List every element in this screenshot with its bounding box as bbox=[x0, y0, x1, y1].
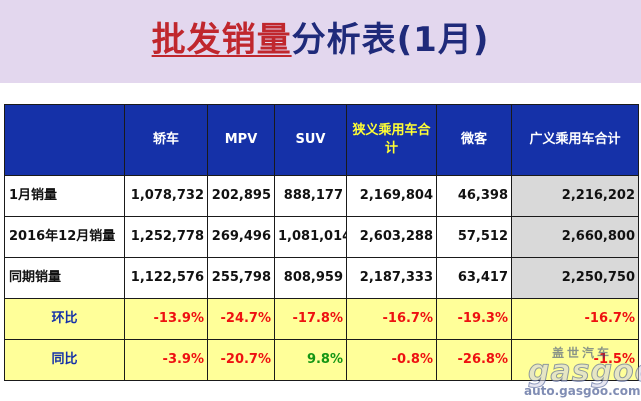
table-cell: -13.9% bbox=[124, 298, 208, 340]
table-row: 1月销量 1,078,732 202,895 888,177 2,169,804… bbox=[4, 175, 639, 217]
table-cell: 46,398 bbox=[436, 175, 512, 217]
table-cell: -16.7% bbox=[346, 298, 437, 340]
page-title-highlight: 批发销量 bbox=[151, 20, 292, 60]
table-cell: 1,081,014 bbox=[274, 216, 347, 258]
table-cell-total: 2,250,750 bbox=[511, 257, 639, 299]
table-cell: -3.9% bbox=[124, 339, 208, 381]
table-cell: 1,078,732 bbox=[124, 175, 208, 217]
table-cell: 202,895 bbox=[207, 175, 275, 217]
table-cell: -26.8% bbox=[436, 339, 512, 381]
table-cell-total: 2,660,800 bbox=[511, 216, 639, 258]
row-label: 同期销量 bbox=[4, 257, 125, 299]
header-cell-broad-total: 广义乘用车合计 bbox=[511, 104, 639, 176]
table-cell: 255,798 bbox=[207, 257, 275, 299]
table-cell: 57,512 bbox=[436, 216, 512, 258]
table-cell: -1.5% bbox=[511, 339, 639, 381]
row-label: 2016年12月销量 bbox=[4, 216, 125, 258]
table-cell: 63,417 bbox=[436, 257, 512, 299]
table-cell: 1,252,778 bbox=[124, 216, 208, 258]
row-label: 环比 bbox=[4, 298, 125, 340]
table-cell: -17.8% bbox=[274, 298, 347, 340]
table-row-mom: 环比 -13.9% -24.7% -17.8% -16.7% -19.3% -1… bbox=[4, 298, 639, 340]
table-row-yoy: 同比 -3.9% -20.7% 9.8% -0.8% -26.8% -1.5% bbox=[4, 339, 639, 381]
table-cell: 9.8% bbox=[274, 339, 347, 381]
table-cell: 269,496 bbox=[207, 216, 275, 258]
table-row: 同期销量 1,122,576 255,798 808,959 2,187,333… bbox=[4, 257, 639, 299]
table-cell: -16.7% bbox=[511, 298, 639, 340]
table-cell: 2,187,333 bbox=[346, 257, 437, 299]
table-cell: 2,603,288 bbox=[346, 216, 437, 258]
header-row: 轿车 MPV SUV 狭义乘用车合计 微客 广义乘用车合计 bbox=[4, 104, 639, 176]
title-banner bbox=[0, 0, 641, 83]
table-cell-total: 2,216,202 bbox=[511, 175, 639, 217]
header-cell-mpv: MPV bbox=[207, 104, 275, 176]
row-label: 同比 bbox=[4, 339, 125, 381]
page-title: 批发销量分析表(1月) bbox=[0, 18, 641, 62]
header-cell-sedan: 轿车 bbox=[124, 104, 208, 176]
header-cell-minivan: 微客 bbox=[436, 104, 512, 176]
table-cell: -19.3% bbox=[436, 298, 512, 340]
header-cell-narrow-total: 狭义乘用车合计 bbox=[346, 104, 437, 176]
header-cell-suv: SUV bbox=[274, 104, 347, 176]
row-label: 1月销量 bbox=[4, 175, 125, 217]
table-cell: -20.7% bbox=[207, 339, 275, 381]
sales-analysis-table: 轿车 MPV SUV 狭义乘用车合计 微客 广义乘用车合计 1月销量 1,078… bbox=[4, 104, 639, 381]
table-cell: 1,122,576 bbox=[124, 257, 208, 299]
table-cell: -0.8% bbox=[346, 339, 437, 381]
table-cell: -24.7% bbox=[207, 298, 275, 340]
header-cell-corner bbox=[4, 104, 125, 176]
table-row: 2016年12月销量 1,252,778 269,496 1,081,014 2… bbox=[4, 216, 639, 258]
watermark-url: auto.gasgoo.com bbox=[524, 384, 641, 398]
page-title-rest: 分析表(1月) bbox=[291, 20, 490, 60]
table-cell: 888,177 bbox=[274, 175, 347, 217]
table-cell: 2,169,804 bbox=[346, 175, 437, 217]
table-cell: 808,959 bbox=[274, 257, 347, 299]
